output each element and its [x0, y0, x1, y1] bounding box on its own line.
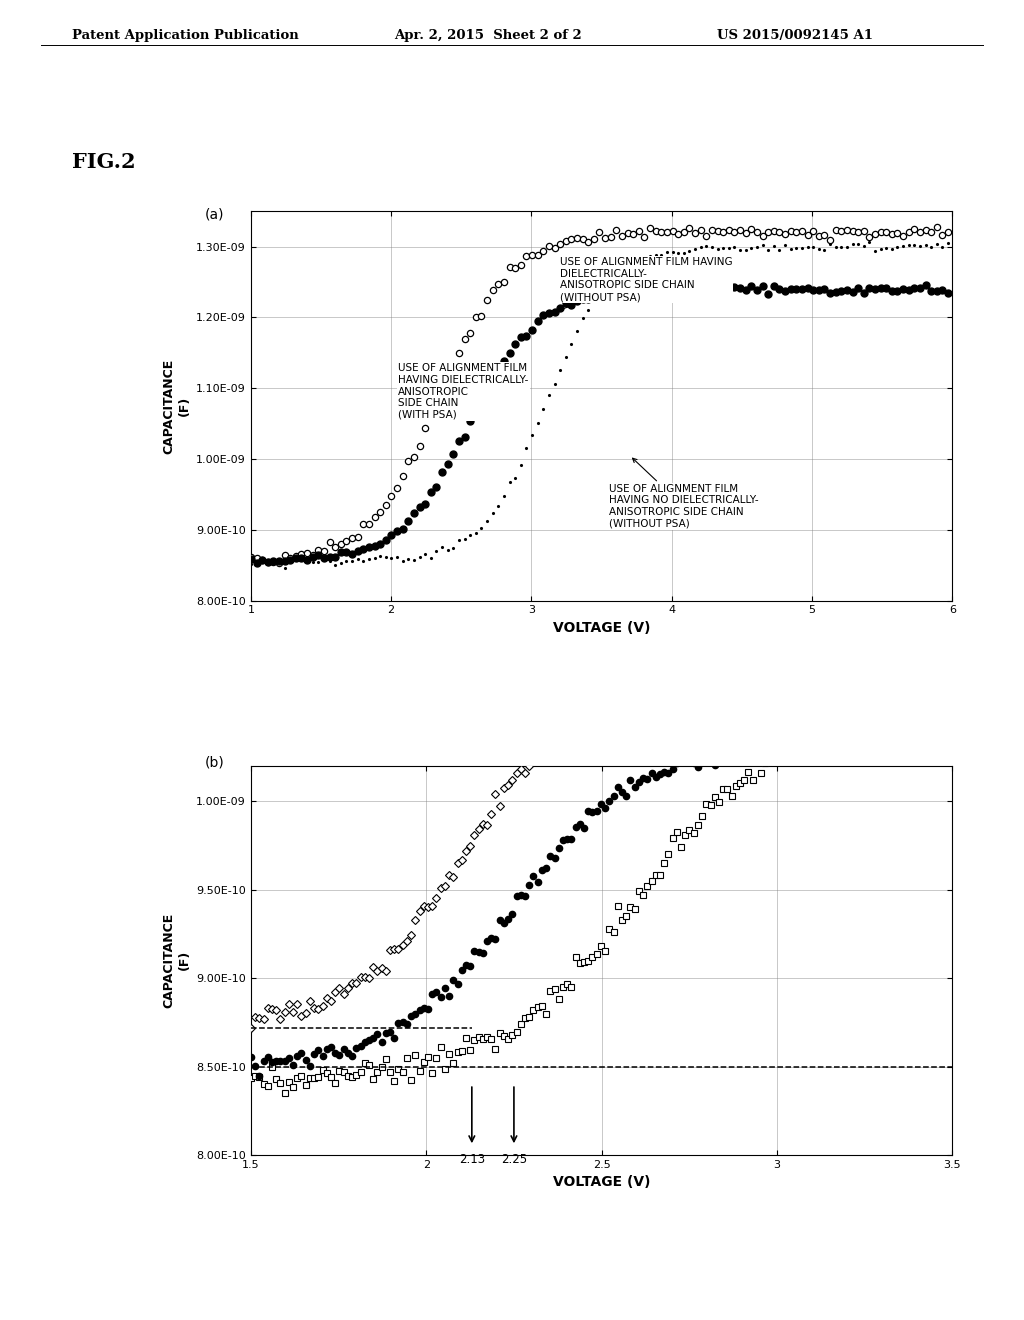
Text: 2.25: 2.25 — [501, 1154, 527, 1167]
Text: Patent Application Publication: Patent Application Publication — [72, 29, 298, 42]
X-axis label: VOLTAGE (V): VOLTAGE (V) — [553, 620, 650, 635]
X-axis label: VOLTAGE (V): VOLTAGE (V) — [553, 1175, 650, 1189]
Text: Apr. 2, 2015  Sheet 2 of 2: Apr. 2, 2015 Sheet 2 of 2 — [394, 29, 582, 42]
Y-axis label: CAPACITANCE
(F): CAPACITANCE (F) — [163, 358, 190, 454]
Text: USE OF ALIGNMENT FILM
HAVING NO DIELECTRICALLY-
ANISOTROPIC SIDE CHAIN
(WITHOUT : USE OF ALIGNMENT FILM HAVING NO DIELECTR… — [608, 458, 758, 528]
Text: (b): (b) — [205, 755, 224, 770]
Text: 2.13: 2.13 — [459, 1154, 485, 1167]
Text: USE OF ALIGNMENT FILM
HAVING DIELECTRICALLY-
ANISOTROPIC
SIDE CHAIN
(WITH PSA): USE OF ALIGNMENT FILM HAVING DIELECTRICA… — [398, 363, 528, 420]
Y-axis label: CAPACITANCE
(F): CAPACITANCE (F) — [163, 912, 190, 1008]
Text: USE OF ALIGNMENT FILM HAVING
DIELECTRICALLY-
ANISOTROPIC SIDE CHAIN
(WITHOUT PSA: USE OF ALIGNMENT FILM HAVING DIELECTRICA… — [543, 257, 732, 317]
Text: (a): (a) — [205, 207, 224, 222]
Text: FIG.2: FIG.2 — [72, 152, 135, 172]
Text: US 2015/0092145 A1: US 2015/0092145 A1 — [717, 29, 872, 42]
